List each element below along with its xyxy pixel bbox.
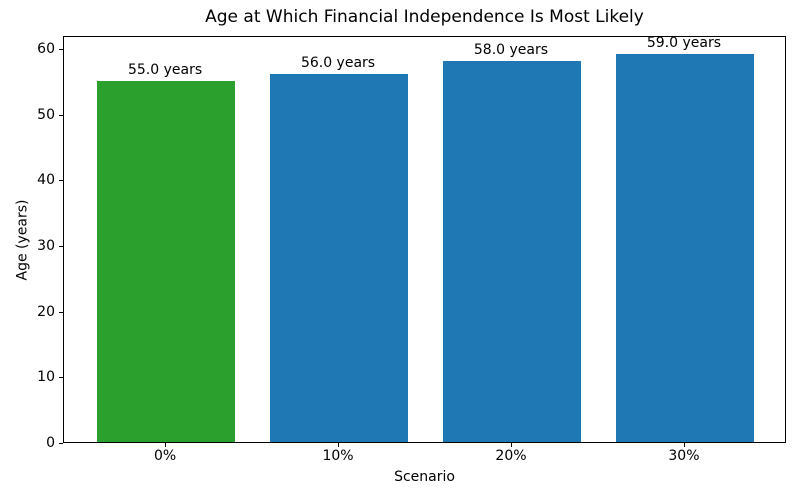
- y-tick-label: 0: [46, 435, 55, 451]
- bar: [96, 80, 236, 442]
- x-tick-label: 30%: [668, 448, 700, 464]
- bar: [615, 54, 755, 442]
- bar: [442, 60, 582, 442]
- bar-value-label: 55.0 years: [127, 61, 203, 78]
- y-tick-label: 30: [37, 237, 55, 254]
- y-tick-mark: [59, 311, 63, 313]
- chart-title: Age at Which Financial Independence Is M…: [205, 7, 644, 27]
- x-tick-mark: [510, 443, 512, 447]
- y-tick-label: 60: [37, 40, 55, 57]
- x-axis-label: Scenario: [394, 469, 455, 485]
- y-tick-label: 20: [37, 303, 55, 320]
- y-tick-mark: [59, 114, 63, 116]
- x-tick-mark: [683, 443, 685, 447]
- bar-value-label: 58.0 years: [473, 41, 549, 58]
- y-tick-label: 10: [37, 369, 55, 386]
- x-tick-mark: [165, 443, 167, 447]
- y-tick-label: 40: [37, 172, 55, 189]
- y-tick-mark: [59, 443, 63, 444]
- plot-area: [63, 36, 786, 443]
- y-tick-mark: [59, 245, 63, 247]
- y-tick-mark: [59, 180, 63, 182]
- x-tick-label: 0%: [153, 448, 177, 464]
- x-tick-label: 20%: [495, 448, 527, 464]
- bar-value-label: 59.0 years: [646, 35, 722, 52]
- y-tick-mark: [59, 48, 63, 50]
- x-tick-label: 10%: [322, 448, 354, 464]
- y-tick-label: 50: [37, 106, 55, 123]
- bar-value-label: 56.0 years: [300, 55, 376, 72]
- bar: [269, 74, 409, 442]
- y-tick-mark: [59, 377, 63, 379]
- x-tick-mark: [338, 443, 340, 447]
